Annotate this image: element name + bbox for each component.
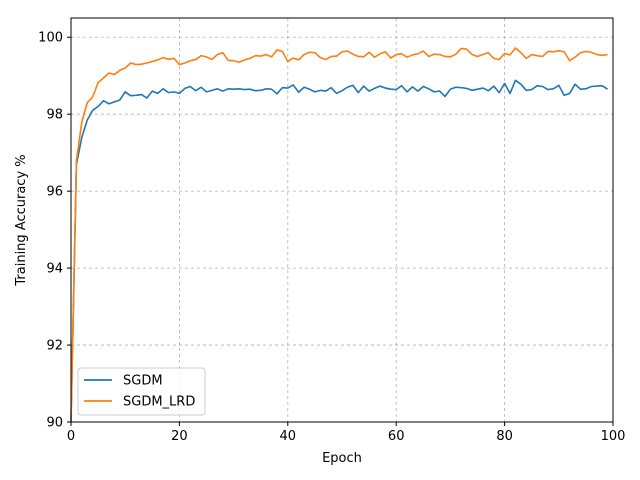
legend: SGDM SGDM_LRD bbox=[77, 367, 206, 416]
y-axis-label: Training Accuracy % bbox=[14, 154, 29, 286]
x-tick-label: 0 bbox=[67, 429, 75, 444]
y-tick-label: 96 bbox=[46, 185, 63, 200]
x-axis-label: Epoch bbox=[322, 451, 362, 466]
x-tick-label: 20 bbox=[171, 429, 188, 444]
series-layer bbox=[70, 47, 609, 423]
y-tick-label: 94 bbox=[46, 262, 63, 277]
series-line-sgdm bbox=[70, 79, 609, 423]
y-tick-label: 92 bbox=[46, 339, 63, 354]
x-tick-label: 80 bbox=[496, 429, 513, 444]
plot-frame bbox=[70, 17, 614, 423]
axis-ticks: 0 20 40 60 80 100 90 92 94 96 98 100 bbox=[38, 31, 625, 444]
legend-label: SGDM bbox=[123, 374, 163, 389]
legend-label: SGDM_LRD bbox=[123, 395, 195, 410]
legend-items: SGDM SGDM_LRD bbox=[84, 374, 195, 410]
x-tick-label: 40 bbox=[280, 429, 297, 444]
y-tick-label: 100 bbox=[38, 31, 63, 46]
series-line-sgdm-lrd bbox=[70, 47, 608, 423]
y-tick-label: 90 bbox=[46, 416, 63, 431]
x-tick-label: 60 bbox=[388, 429, 405, 444]
y-tick-label: 98 bbox=[46, 108, 63, 123]
x-tick-label: 100 bbox=[601, 429, 626, 444]
grid bbox=[70, 18, 614, 423]
